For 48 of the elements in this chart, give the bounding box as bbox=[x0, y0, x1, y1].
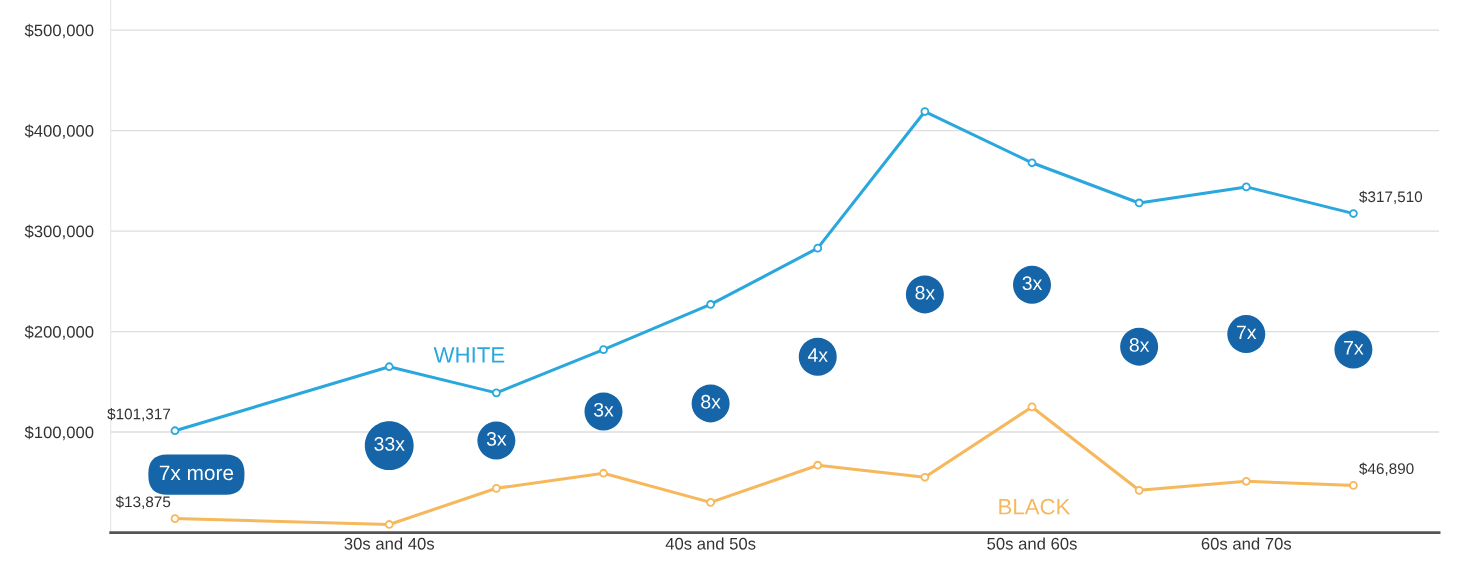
point bbox=[1027, 158, 1037, 168]
point bbox=[813, 243, 823, 253]
point bbox=[384, 520, 394, 529]
annotation: 33x bbox=[374, 437, 405, 451]
annotation: 8x bbox=[915, 285, 935, 300]
annotation: 8x bbox=[1129, 338, 1150, 352]
annotation: 3x bbox=[486, 432, 507, 446]
annotation: 8x bbox=[701, 394, 721, 409]
point bbox=[1349, 209, 1358, 218]
point bbox=[706, 498, 715, 507]
point bbox=[599, 468, 608, 478]
point bbox=[170, 426, 180, 436]
y-tick-label: $200,000 bbox=[24, 325, 94, 340]
y-tick-label: $100,000 bbox=[24, 425, 94, 441]
point bbox=[384, 362, 394, 372]
point bbox=[706, 300, 715, 309]
data-label: $46,890 bbox=[1359, 462, 1414, 476]
point bbox=[491, 388, 501, 398]
point bbox=[1134, 485, 1144, 495]
point bbox=[1027, 402, 1037, 412]
point bbox=[170, 514, 180, 523]
series-label: WHITE bbox=[433, 347, 505, 363]
x-tick-label: 60s and 70s bbox=[1201, 537, 1292, 550]
y-tick-label: $400,000 bbox=[24, 124, 94, 139]
text: BLACK bbox=[999, 498, 1071, 515]
point bbox=[1349, 481, 1358, 490]
y-tick-label: $300,000 bbox=[24, 224, 94, 240]
point bbox=[491, 483, 501, 493]
annotation: 4x bbox=[807, 348, 828, 362]
point bbox=[920, 472, 930, 482]
y-tick-label: $500,000 bbox=[24, 23, 94, 39]
annotation: 7x bbox=[1237, 325, 1257, 340]
point bbox=[1134, 198, 1144, 208]
point bbox=[1241, 182, 1251, 192]
point bbox=[920, 107, 930, 116]
point bbox=[1241, 476, 1251, 486]
point bbox=[599, 345, 608, 355]
annotation: 7x bbox=[1344, 341, 1364, 355]
annotation: 3x bbox=[1022, 276, 1043, 291]
x-tick-label: 40s and 50s bbox=[665, 537, 756, 550]
x-tick-label: 30s and 40s bbox=[344, 537, 435, 550]
annotation: 3x bbox=[593, 402, 614, 417]
annotation: 7x more bbox=[159, 465, 234, 481]
data-label: $317,510 bbox=[1359, 190, 1423, 204]
data-label: $13,875 bbox=[115, 495, 171, 510]
data-label: $101,317 bbox=[107, 407, 171, 422]
x-tick-label: 50s and 60s bbox=[987, 537, 1077, 550]
point bbox=[813, 460, 823, 470]
